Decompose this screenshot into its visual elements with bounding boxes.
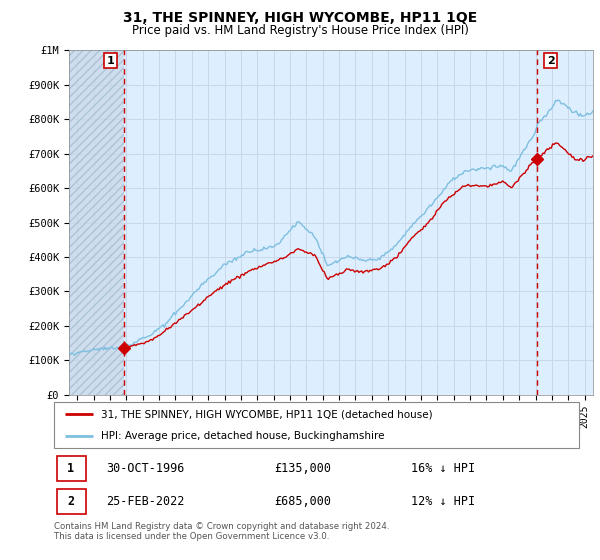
Text: 31, THE SPINNEY, HIGH WYCOMBE, HP11 1QE: 31, THE SPINNEY, HIGH WYCOMBE, HP11 1QE	[123, 11, 477, 25]
Text: £135,000: £135,000	[275, 462, 331, 475]
Text: 1: 1	[67, 462, 74, 475]
FancyBboxPatch shape	[56, 456, 86, 481]
Text: 31, THE SPINNEY, HIGH WYCOMBE, HP11 1QE (detached house): 31, THE SPINNEY, HIGH WYCOMBE, HP11 1QE …	[101, 409, 433, 419]
Text: £685,000: £685,000	[275, 495, 331, 508]
FancyBboxPatch shape	[56, 489, 86, 514]
Text: 2: 2	[67, 495, 74, 508]
Polygon shape	[69, 50, 124, 395]
Text: 16% ↓ HPI: 16% ↓ HPI	[411, 462, 475, 475]
Text: HPI: Average price, detached house, Buckinghamshire: HPI: Average price, detached house, Buck…	[101, 431, 385, 441]
Text: Price paid vs. HM Land Registry's House Price Index (HPI): Price paid vs. HM Land Registry's House …	[131, 24, 469, 36]
Text: 25-FEB-2022: 25-FEB-2022	[107, 495, 185, 508]
Text: Contains HM Land Registry data © Crown copyright and database right 2024.
This d: Contains HM Land Registry data © Crown c…	[54, 522, 389, 542]
FancyBboxPatch shape	[54, 402, 579, 448]
Text: 30-OCT-1996: 30-OCT-1996	[107, 462, 185, 475]
Text: 1: 1	[107, 55, 114, 66]
Text: 2: 2	[547, 55, 554, 66]
Text: 12% ↓ HPI: 12% ↓ HPI	[411, 495, 475, 508]
